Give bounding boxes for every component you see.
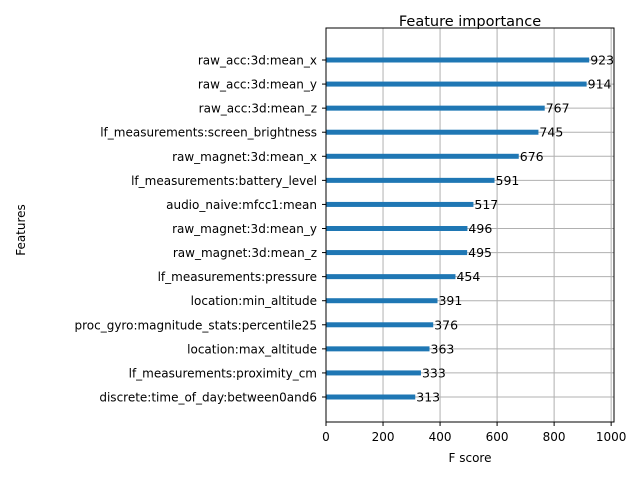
bar [326,322,434,328]
bar-value-label: 454 [456,269,480,284]
bar [326,57,590,63]
y-tick-label: raw_magnet:3d:mean_z [173,246,317,260]
bar-value-label: 313 [416,390,440,405]
x-axis-ticks: 0 200 400 600 800 1000 [322,422,626,444]
x-tick-label: 200 [372,430,395,444]
bar [326,298,438,304]
y-tick-label: discrete:time_of_day:between0and6 [99,391,317,405]
x-axis-label: F score [449,451,492,465]
y-tick-label: audio_naive:mfcc1:mean [166,198,317,212]
bar [326,346,430,352]
y-tick-label: lf_measurements:pressure [158,270,317,284]
bar [326,153,519,159]
bar-value-label: 496 [468,221,492,236]
bar-value-label: 495 [468,245,492,260]
y-tick-label: raw_acc:3d:mean_z [199,102,317,116]
y-tick-label: location:min_altitude [191,294,317,308]
bar [326,81,587,87]
bar-value-label: 914 [588,77,612,92]
bar [326,394,416,400]
bar [326,250,468,256]
bar-value-label: 333 [422,365,446,380]
bar [326,105,545,111]
bar [326,274,456,280]
chart-title: Feature importance [399,14,541,30]
bar [326,177,495,183]
x-tick-label: 800 [543,430,566,444]
bar-value-label: 745 [539,125,563,140]
x-tick-label: 0 [322,430,330,444]
y-tick-label: lf_measurements:proximity_cm [129,366,317,380]
x-tick-label: 1000 [596,430,627,444]
bars [326,57,590,400]
y-tick-label: proc_gyro:magnitude_stats:percentile25 [74,318,317,332]
y-tick-label: raw_magnet:3d:mean_x [172,150,317,164]
bar-value-label: 517 [474,197,498,212]
bar [326,370,421,376]
bar-value-label: 767 [546,101,570,116]
y-tick-label: raw_acc:3d:mean_x [198,54,317,68]
y-tick-label: lf_measurements:battery_level [131,174,317,188]
y-tick-label: raw_magnet:3d:mean_y [172,222,317,236]
x-tick-label: 400 [429,430,452,444]
bar-value-label: 591 [496,173,520,188]
bar [326,201,474,207]
y-tick-label: raw_acc:3d:mean_y [198,78,317,92]
bar-value-label: 676 [520,149,544,164]
plot-frame [325,27,615,423]
y-tick-label: lf_measurements:screen_brightness [100,126,317,140]
y-tick-label: location:max_altitude [187,342,317,356]
x-tick-label: 600 [486,430,509,444]
y-axis-ticks: raw_acc:3d:mean_x raw_acc:3d:mean_y raw_ac… [74,54,326,405]
bar-value-label: 391 [438,293,462,308]
bar-value-label: 376 [434,317,458,332]
bar [326,226,468,231]
bar-value-label: 363 [431,341,455,356]
bar-value-label: 923 [590,53,614,68]
y-axis-label: Features [14,204,28,256]
bar [326,129,539,135]
